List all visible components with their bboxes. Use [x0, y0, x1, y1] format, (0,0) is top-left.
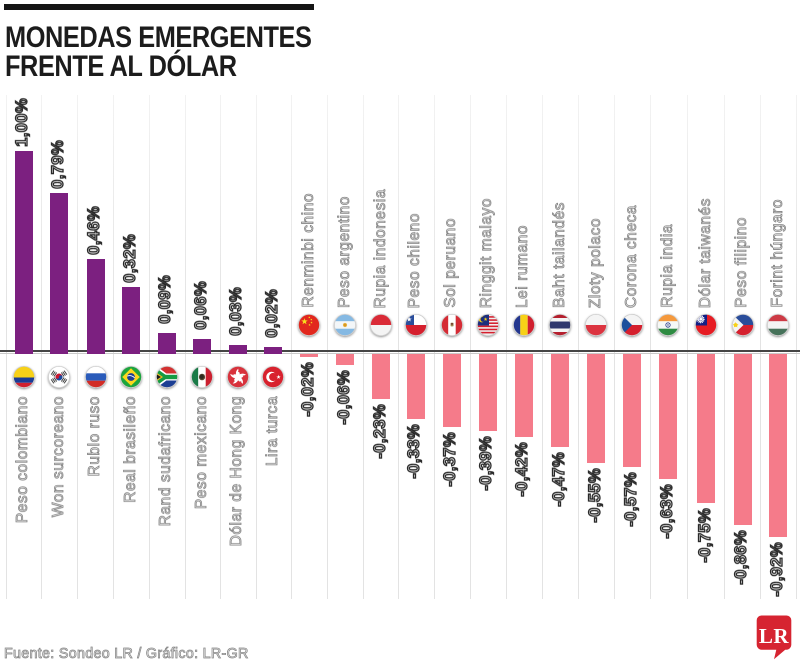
svg-text:LR: LR: [759, 624, 790, 648]
